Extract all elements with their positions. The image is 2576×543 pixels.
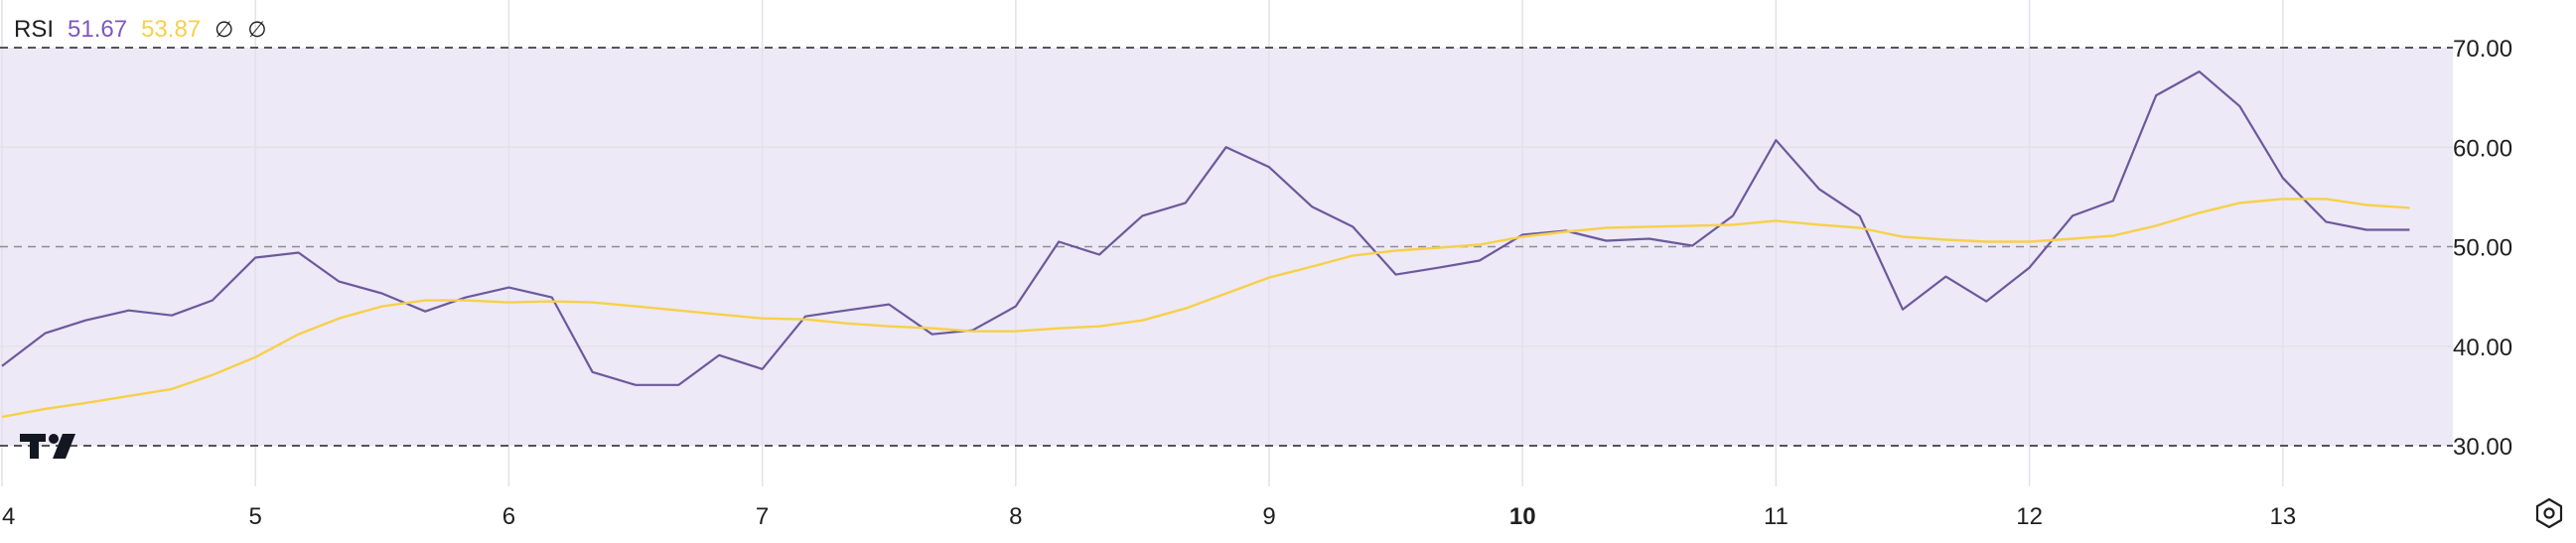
x-tick-label: 9 — [1262, 503, 1275, 530]
x-tick-label: 7 — [756, 503, 769, 530]
x-tick-label: 13 — [2269, 503, 2296, 530]
na-value-2: ∅ — [247, 17, 267, 42]
x-tick-label: 5 — [249, 503, 262, 530]
ma-line — [1, 198, 2410, 419]
x-tick-label: 4 — [2, 503, 15, 530]
x-tick-label: 10 — [1509, 503, 1536, 530]
y-tick-label: 60.00 — [2453, 135, 2512, 162]
x-tick-label: 12 — [2016, 503, 2043, 530]
x-tick-label: 8 — [1009, 503, 1022, 530]
x-tick-label: 11 — [1764, 503, 1789, 530]
ma-value: 53.87 — [141, 16, 202, 43]
indicator-legend[interactable]: RSI 51.67 53.87 ∅ ∅ — [14, 12, 266, 48]
na-value-1: ∅ — [215, 17, 234, 42]
y-tick-label: 30.00 — [2453, 434, 2512, 461]
rsi-value: 51.67 — [68, 16, 128, 43]
tradingview-logo — [20, 434, 75, 459]
indicator-name: RSI — [14, 16, 55, 43]
x-tick-label: 6 — [502, 503, 515, 530]
settings-icon[interactable] — [2532, 496, 2566, 530]
y-tick-label: 50.00 — [2453, 235, 2512, 262]
y-tick-label: 70.00 — [2453, 36, 2512, 63]
y-tick-label: 40.00 — [2453, 335, 2512, 361]
